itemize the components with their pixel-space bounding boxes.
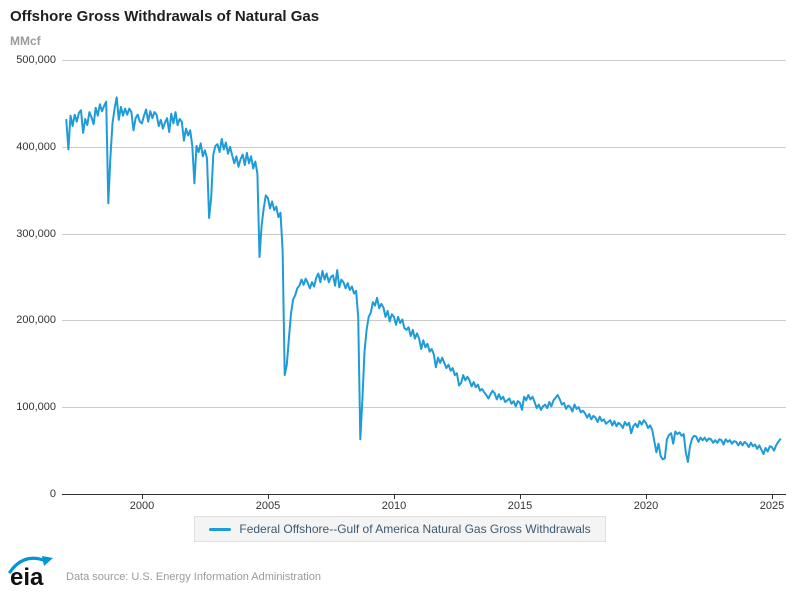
gridline [62,234,786,235]
x-tick [646,494,647,499]
x-tick [520,494,521,499]
x-tick [772,494,773,499]
eia-logo-text: eia [10,564,44,591]
y-axis-unit-label: MMcf [10,34,41,48]
y-tick-label: 300,000 [16,228,56,240]
y-tick-label: 400,000 [16,141,56,153]
y-tick-label: 500,000 [16,54,56,66]
x-tick-label: 2000 [129,500,155,512]
y-tick-label: 200,000 [16,314,56,326]
x-tick [394,494,395,499]
x-tick-label: 2025 [759,500,785,512]
x-tick-label: 2020 [633,500,659,512]
y-tick-label: 0 [49,488,56,500]
legend-label: Federal Offshore--Gulf of America Natura… [239,522,591,536]
footer: eia Data source: U.S. Energy Information… [8,554,321,590]
x-tick [268,494,269,499]
eia-logo: eia [8,554,54,590]
legend: Federal Offshore--Gulf of America Natura… [0,516,800,542]
gridline [62,320,786,321]
x-axis-line [62,494,786,495]
x-tick-label: 2010 [381,500,407,512]
data-source-text: Data source: U.S. Energy Information Adm… [66,571,321,583]
legend-line-swatch-icon [209,527,232,531]
y-tick-label: 100,000 [16,401,56,413]
x-tick-label: 2015 [507,500,533,512]
gridline [62,407,786,408]
eia-swoosh-icon [8,556,53,574]
gridline [62,147,786,148]
chart-title: Offshore Gross Withdrawals of Natural Ga… [10,8,320,25]
x-tick [142,494,143,499]
legend-item[interactable]: Federal Offshore--Gulf of America Natura… [194,516,606,542]
x-tick-label: 2005 [255,500,281,512]
gridline [62,60,786,61]
